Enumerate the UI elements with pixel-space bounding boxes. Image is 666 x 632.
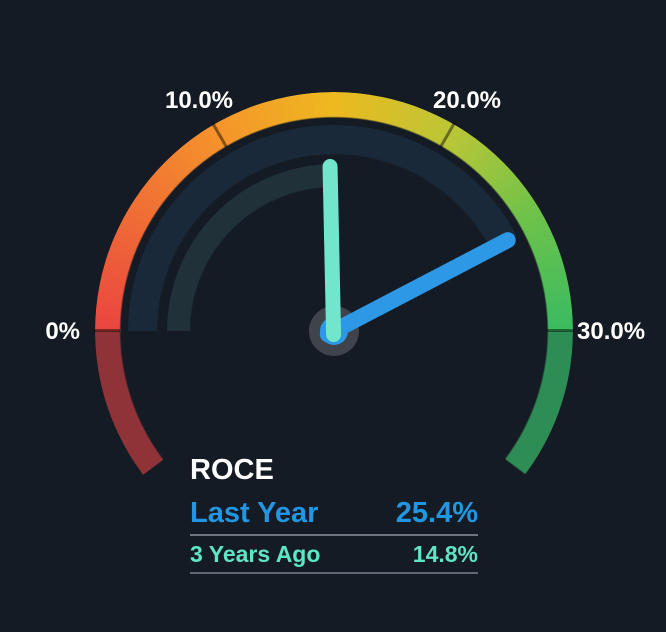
- legend-row-3-years-ago: 3 Years Ago 14.8%: [190, 541, 478, 567]
- legend-value-3-years-ago: 14.8%: [412, 541, 478, 567]
- legend-divider-2: [190, 572, 478, 574]
- legend-value-last-year: 25.4%: [395, 497, 478, 529]
- tick-label-30: 30.0%: [577, 318, 646, 345]
- legend-divider-1: [190, 534, 478, 536]
- legend-label-last-year: Last Year: [190, 497, 319, 529]
- gauge-legend: ROCE Last Year 25.4% 3 Years Ago 14.8%: [190, 455, 478, 574]
- tick-label-0: 0%: [45, 318, 80, 345]
- tick-label-20: 20.0%: [432, 87, 502, 114]
- legend-label-3-years-ago: 3 Years Ago: [190, 541, 321, 567]
- tick-label-10: 10.0%: [164, 87, 234, 114]
- legend-row-last-year: Last Year 25.4%: [190, 498, 478, 528]
- tick-mark-30: [547, 329, 574, 332]
- tick-mark-0: [94, 329, 120, 332]
- gauge-title: ROCE: [190, 454, 274, 486]
